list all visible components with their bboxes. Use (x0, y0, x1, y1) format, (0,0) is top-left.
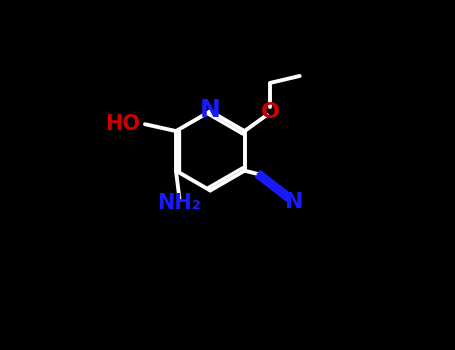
Text: N: N (200, 98, 221, 121)
Text: N: N (285, 193, 304, 212)
Text: NH₂: NH₂ (157, 194, 202, 214)
Text: HO: HO (105, 114, 140, 134)
Text: O: O (261, 102, 280, 122)
